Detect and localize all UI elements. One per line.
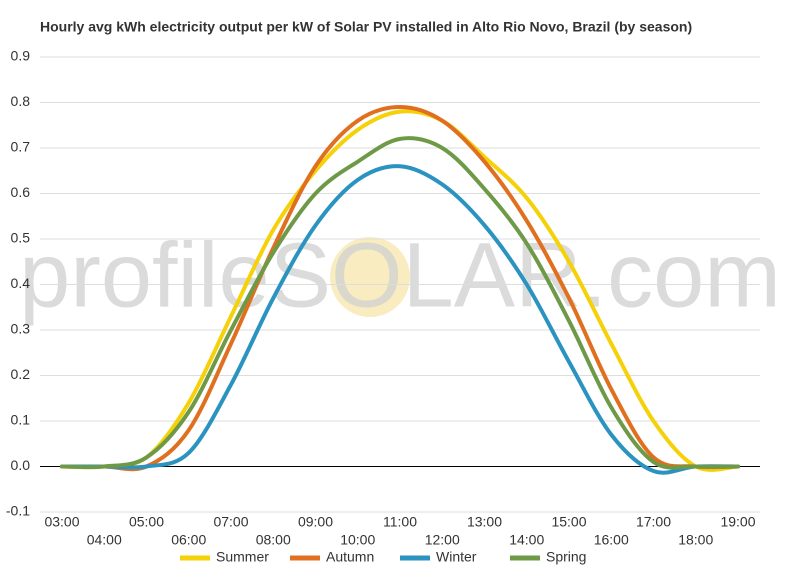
- y-tick-label: 0.6: [11, 184, 31, 200]
- x-tick-label: 05:00: [129, 514, 164, 530]
- x-tick-label: 10:00: [340, 532, 375, 548]
- y-tick-label: 0.1: [11, 412, 31, 428]
- legend-label: Spring: [546, 549, 586, 565]
- y-tick-label: 0.8: [11, 93, 31, 109]
- legend-label: Autumn: [326, 549, 374, 565]
- x-tick-label: 14:00: [509, 532, 544, 548]
- watermark: profileSOLAR.com: [19, 224, 781, 326]
- y-tick-label: 0.4: [11, 275, 31, 291]
- series-line: [60, 109, 740, 472]
- x-tick-label: 19:00: [720, 514, 755, 530]
- x-tick-label: 07:00: [213, 514, 248, 530]
- x-tick-label: 08:00: [256, 532, 291, 548]
- y-tick-label: 0.3: [11, 321, 31, 337]
- series-line: [60, 164, 740, 475]
- x-tick-label: 12:00: [425, 532, 460, 548]
- x-tick-label: 13:00: [467, 514, 502, 530]
- y-tick-label: 0.9: [11, 48, 31, 64]
- legend-label: Winter: [436, 549, 477, 565]
- watermark-sun: [330, 237, 410, 317]
- x-tick-label: 04:00: [87, 532, 122, 548]
- chart-title: Hourly avg kWh electricity output per kW…: [40, 19, 692, 35]
- x-tick-label: 03:00: [44, 514, 79, 530]
- x-tick-label: 09:00: [298, 514, 333, 530]
- x-tick-label: 16:00: [594, 532, 629, 548]
- series-line: [60, 105, 740, 472]
- y-tick-label: 0.5: [11, 230, 31, 246]
- series-line: [60, 136, 740, 470]
- x-tick-label: 11:00: [383, 514, 417, 530]
- y-tick-label: 0.0: [11, 457, 31, 473]
- legend-label: Summer: [216, 549, 269, 565]
- y-tick-label: 0.7: [11, 139, 31, 155]
- x-tick-label: 17:00: [636, 514, 671, 530]
- x-tick-label: 15:00: [551, 514, 586, 530]
- y-tick-label: -0.1: [6, 503, 30, 519]
- x-tick-label: 06:00: [171, 532, 206, 548]
- y-tick-label: 0.2: [11, 366, 31, 382]
- x-tick-label: 18:00: [678, 532, 713, 548]
